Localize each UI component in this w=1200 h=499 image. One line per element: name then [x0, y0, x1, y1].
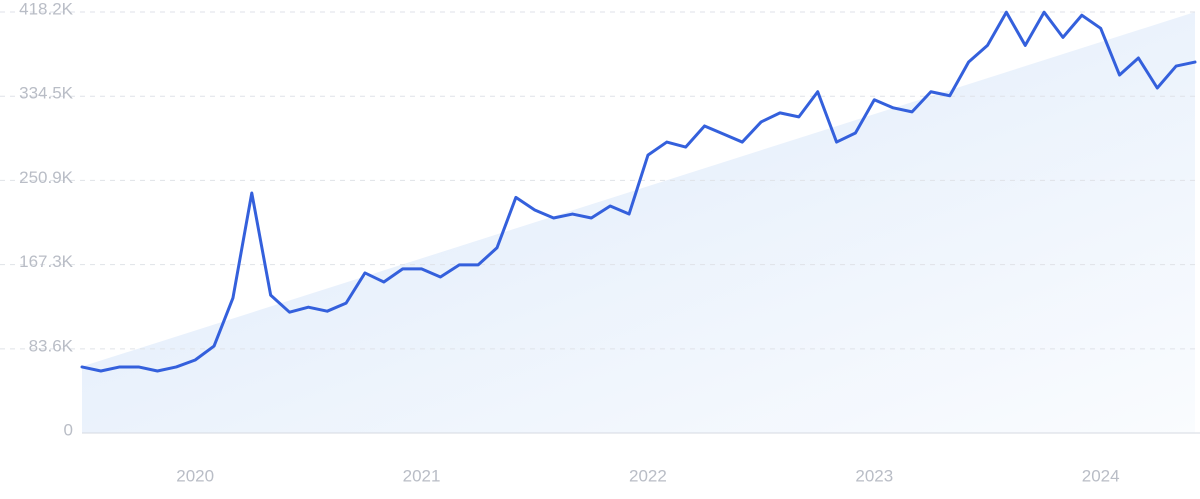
x-tick-label: 2020: [176, 466, 214, 485]
x-tick-label: 2024: [1082, 466, 1120, 485]
x-tick-label: 2023: [855, 466, 893, 485]
x-tick-label: 2022: [629, 466, 667, 485]
y-tick-label: 418.2K: [19, 0, 74, 18]
x-tick-label: 2021: [403, 466, 441, 485]
line-series: [80, 10, 1197, 373]
trend-area: [82, 12, 1195, 433]
y-tick-label: 0: [64, 420, 73, 439]
y-tick-label: 250.9K: [19, 168, 74, 187]
y-tick-label: 167.3K: [19, 252, 74, 271]
y-tick-label: 334.5K: [19, 84, 74, 103]
y-tick-label: 83.6K: [29, 336, 74, 355]
